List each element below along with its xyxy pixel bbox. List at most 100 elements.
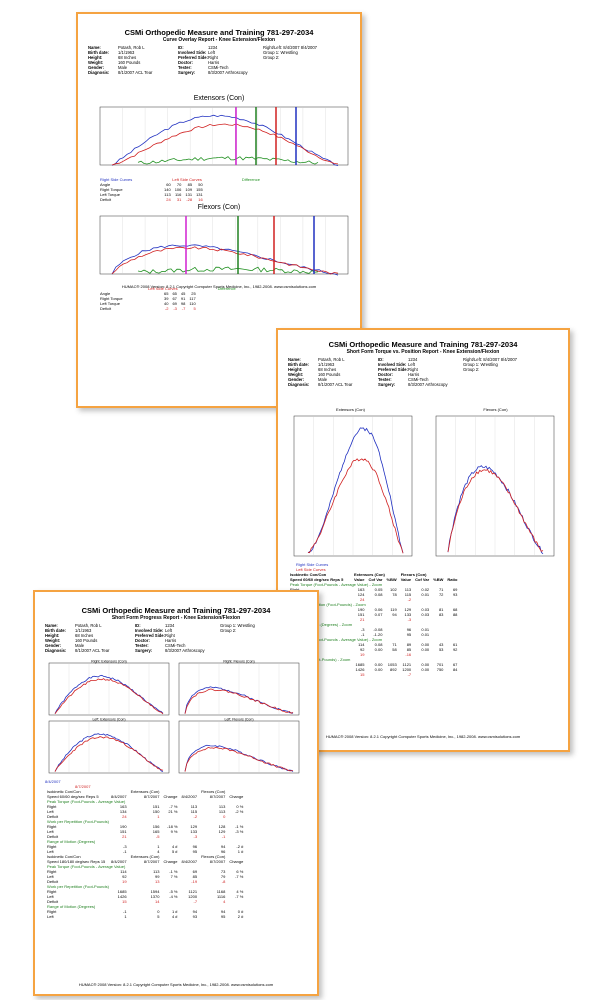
header-label: Gender:: [45, 643, 62, 648]
table-cell: 67: [172, 296, 177, 301]
table-cell: 8/7/2007: [143, 794, 160, 799]
table-cell: 96: [220, 849, 226, 854]
table-cell: 92: [452, 647, 458, 652]
table-cell: 31: [176, 197, 182, 202]
table-cell: [431, 672, 445, 677]
table-cell: Deficit: [47, 879, 59, 884]
table-cell: Right: [47, 909, 57, 914]
column-subheading: Cof Var: [368, 577, 383, 582]
table-cell: 129: [404, 607, 412, 612]
table-cell: 92: [360, 647, 365, 652]
table-cell: 2 #: [237, 914, 244, 919]
curve-line: [54, 733, 164, 772]
table-cell: 115: [190, 809, 198, 814]
table-cell: Work per Repetition (Foot-Pounds) - Zoom: [290, 602, 366, 607]
curve-line: [447, 465, 544, 555]
report-title: CSMi Orthopedic Measure and Training 781…: [124, 28, 314, 37]
header-label: Tester:: [135, 643, 149, 648]
table-cell: -3: [360, 627, 365, 632]
table-cell: -7: [193, 899, 198, 904]
header-value: 160 Pounds: [75, 638, 98, 643]
header-label: Gender:: [288, 377, 305, 382]
table-row: Right -3 1 4 # 96 94 -2 #: [45, 844, 245, 849]
table-cell: 50: [198, 182, 203, 187]
table-cell: 1200: [402, 667, 412, 672]
legend-difference: Difference: [241, 177, 260, 182]
table-row: Peak Torque (Foot-Pounds - Average Value…: [45, 799, 245, 804]
table-cell: Change: [229, 859, 244, 864]
table-cell: 24: [122, 814, 127, 819]
table-cell: 131: [185, 192, 193, 197]
curve-line: [137, 156, 319, 165]
header-value: CSMi-Tech: [208, 65, 229, 70]
table-cell: 129: [190, 824, 198, 829]
table-cell: 113: [404, 587, 412, 592]
table-cell: Right: [47, 804, 57, 809]
header-value: CSMi-Tech: [408, 377, 429, 382]
table-cell: 71: [392, 642, 397, 647]
report-page-progress: CSMi Orthopedic Measure and Training 781…: [33, 590, 319, 996]
header-right-item: Right/Left: 8/4/2007 8/4/2007: [463, 357, 518, 362]
header-value: 1234: [408, 357, 418, 362]
table-cell: Peak Torque (Foot-Pounds - Average Value…: [47, 864, 126, 869]
table-cell: 8/7/2007: [209, 794, 226, 799]
table-row: Range of Motion (Degrees): [45, 904, 245, 909]
progress-mini-charts: Right: Extensors (Con) Right: Flexors (Co…: [48, 660, 300, 774]
curve-line: [447, 469, 544, 552]
date-2: 8/7/2007: [75, 784, 91, 789]
header-label: Tester:: [378, 377, 392, 382]
header-right-item: Group 1: Wrestling: [463, 362, 498, 367]
table-cell: Left Torque: [100, 192, 120, 197]
table-cell: 68: [452, 607, 458, 612]
table-cell: 163: [119, 804, 127, 809]
table-row: Right 114 113 -1 % 69 73 6 %: [45, 869, 245, 874]
footer: HUMAC® 2008 Version: 8.2.1 Copyright Com…: [325, 734, 521, 739]
table-cell: 89: [406, 642, 412, 647]
table-cell: -3: [407, 617, 412, 622]
table-cell: 165: [152, 829, 160, 834]
table-row: Work per Repetition (Foot-Pounds): [45, 819, 245, 824]
table-cell: 102: [390, 587, 397, 592]
table-cell: 151: [152, 804, 160, 809]
header-label: Surgery:: [178, 70, 196, 75]
curve-line: [184, 688, 294, 714]
table-cell: Range of Motion (Degrees) - Zoom: [290, 622, 353, 627]
table-cell: 45: [180, 291, 186, 296]
table-cell: 99: [155, 874, 160, 879]
header-label: Preferred Side:: [178, 55, 209, 60]
mini-chart-title: Right: Extensors (Con): [91, 660, 126, 664]
table-cell: Peak Torque (Foot-Pounds - Average Value…: [290, 582, 383, 587]
table-cell: Right Torque: [100, 187, 123, 192]
legend-left-curves: Left Side Curves: [296, 567, 326, 572]
table-cell: 124: [357, 592, 365, 597]
table-cell: 85: [406, 647, 412, 652]
table-cell: -1: [123, 849, 127, 854]
table-cell: 0.01: [421, 632, 430, 637]
header-label: Diagnosis:: [45, 648, 67, 653]
curve-line: [54, 736, 164, 772]
table-row: Left 151 165 9 % 133 129 -3 %: [45, 829, 245, 834]
report-subtitle: Curve Overlay Report - Knee Extension/Fl…: [162, 37, 276, 43]
table-cell: 72: [438, 592, 444, 597]
table-cell: 0.01: [421, 627, 430, 632]
header-value: 68 Inches: [118, 55, 137, 60]
table-cell: -3 %: [235, 829, 244, 834]
table-cell: -28: [186, 197, 193, 202]
table-cell: 1370: [150, 894, 160, 899]
table-row: Right -1 0 1 # 94 94 0 #: [45, 909, 245, 914]
table-cell: 106: [174, 187, 182, 192]
header-right-item: Right/Left: 8/4/2007 8/4/2007: [263, 45, 318, 50]
table-cell: Deficit: [47, 899, 59, 904]
table-cell: Right: [47, 844, 57, 849]
table-cell: 1 #: [237, 849, 244, 854]
header-label: Diagnosis:: [88, 70, 110, 75]
table-cell: 73: [220, 869, 226, 874]
header-label: Preferred Side:: [378, 367, 409, 372]
table-row: Deficit 19 13 -19 -8: [45, 879, 245, 884]
header-value: Harris: [165, 638, 177, 643]
table-cell: 1168: [216, 889, 226, 894]
table-cell: 190: [119, 824, 127, 829]
header-value: 8/3/2007 Arthroscopy: [408, 382, 448, 387]
curve-line: [111, 246, 339, 275]
table-row: Isokinetic Con/Con Extensors (Con) Flexors…: [45, 854, 245, 859]
